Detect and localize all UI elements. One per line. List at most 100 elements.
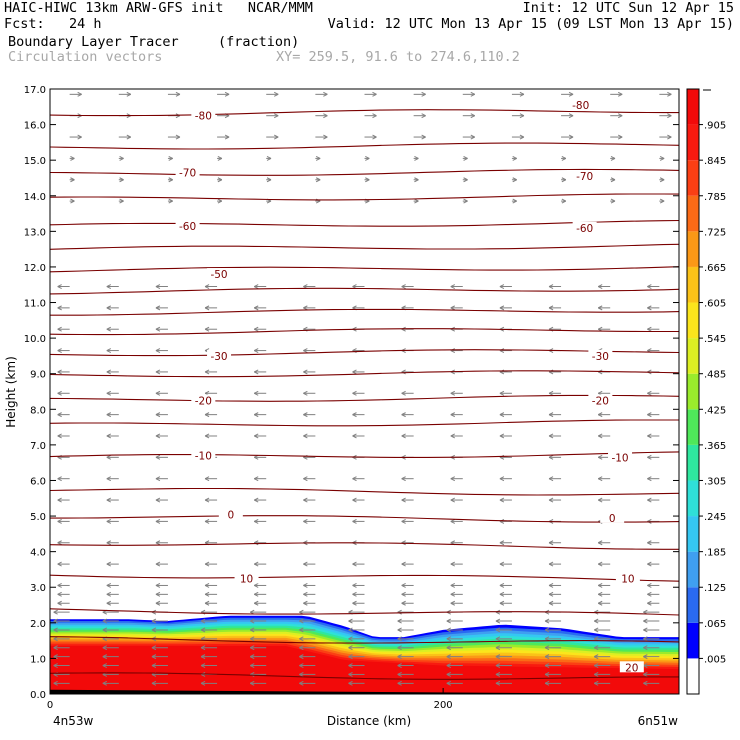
wind-vector-head <box>200 663 206 668</box>
wind-vector-head <box>450 476 456 482</box>
contour-label: 0 <box>227 509 234 521</box>
temperature-contour <box>50 266 679 273</box>
colorbar-segment <box>687 89 699 125</box>
wind-vector-head <box>303 369 308 375</box>
wind-vector-head <box>544 654 550 660</box>
wind-vector-head <box>53 627 58 633</box>
wind-vector-head <box>548 540 554 546</box>
wind-vector-head <box>544 663 550 668</box>
colorbar-segment <box>687 373 699 410</box>
wind-vector-head <box>597 284 603 289</box>
wind-vector-head <box>397 663 402 668</box>
wind-vector-head <box>544 671 550 677</box>
wind-vector-head <box>151 680 157 686</box>
contour-label-bg <box>615 572 640 584</box>
wind-vector-head <box>446 645 452 651</box>
contour-label-bg <box>175 166 200 178</box>
y-tick-label: 9.0 <box>30 370 46 381</box>
wind-vector-head <box>151 663 157 668</box>
wind-vector-head <box>495 627 501 633</box>
y-tick-label: 13.0 <box>24 227 46 238</box>
wind-vector-head <box>155 476 161 482</box>
colorbar-label: .725 <box>704 227 726 238</box>
colorbar-frame <box>686 88 700 695</box>
colorbar-label: .245 <box>704 512 726 523</box>
wind-vector-head <box>204 326 210 332</box>
wind-vector-head <box>365 177 370 183</box>
wind-vector-head <box>253 561 259 567</box>
wind-vector-head <box>57 433 62 439</box>
wind-vector-head <box>348 645 353 651</box>
wind-vector-head <box>450 497 456 503</box>
x-right-endpoint: 6n51w <box>638 714 679 728</box>
wind-vector-head <box>249 627 255 633</box>
wind-vector-head <box>348 654 353 660</box>
wind-vector-head <box>548 412 554 418</box>
wind-vector-head <box>102 645 108 651</box>
wind-vector-head <box>463 198 468 204</box>
x-axis-label: Distance (km) <box>327 714 411 728</box>
colorbar-label: .185 <box>704 548 726 559</box>
wind-vector-head <box>299 654 304 660</box>
y-tick-label: 3.0 <box>30 583 46 594</box>
wind-vector-head <box>299 663 304 668</box>
wind-vector-head <box>348 636 353 642</box>
contour-label: -50 <box>210 269 227 281</box>
contour-label: -20 <box>592 395 609 407</box>
wind-vector-head <box>450 433 456 439</box>
colorbar-segment <box>687 195 699 232</box>
wind-vector-head <box>647 433 652 439</box>
wind-vector-head <box>57 390 62 396</box>
wind-vector-head <box>617 134 623 140</box>
wind-vector-head <box>204 369 210 375</box>
temperature-contour <box>50 308 679 316</box>
wind-vector-head <box>53 680 58 686</box>
wind-vector-head <box>57 305 62 311</box>
wind-vector-head <box>249 680 255 686</box>
wind-vector-head <box>643 671 648 677</box>
wind-vector-head <box>57 284 62 289</box>
wind-vector-head <box>548 305 554 311</box>
wind-vector-head <box>519 91 525 97</box>
wind-vector-head <box>303 600 308 606</box>
colorbar-label: .785 <box>704 192 726 203</box>
wind-vector-head <box>450 591 456 597</box>
wind-vector-head <box>70 198 75 204</box>
wind-vector-head <box>53 618 58 624</box>
wind-vector-head <box>299 636 304 642</box>
wind-vector-head <box>303 497 308 503</box>
wind-vector-head <box>667 134 672 140</box>
wind-vector-head <box>499 284 505 289</box>
wind-vector-head <box>463 177 468 183</box>
wind-vector-head <box>397 671 402 677</box>
wind-vector-head <box>348 671 353 677</box>
contour-label: -30 <box>210 351 227 363</box>
contour-label: -30 <box>592 351 609 363</box>
wind-vector-head <box>597 540 603 546</box>
wind-vector-head <box>421 113 426 119</box>
wind-vector-head <box>499 305 505 311</box>
wind-vector-head <box>647 561 652 567</box>
wind-vector-head <box>568 91 574 97</box>
wind-vector-head <box>647 600 652 606</box>
temperature-contour <box>50 168 679 176</box>
colorbar-segment <box>687 516 699 552</box>
contour-label: -10 <box>611 452 628 464</box>
wind-vector-head <box>643 645 648 651</box>
header-init-time: Init: 12 UTC Sun 12 Apr 15 <box>522 0 734 16</box>
wind-vector-head <box>323 113 328 119</box>
wind-vector-head <box>303 518 308 524</box>
wind-vector-head <box>597 305 603 311</box>
wind-vector-head <box>204 476 210 482</box>
contour-label: -70 <box>179 168 196 180</box>
wind-vector-head <box>204 412 210 418</box>
colorbar-segment <box>687 409 699 445</box>
temperature-contour <box>50 419 679 427</box>
wind-vector-head <box>647 540 652 546</box>
header-model-title: HAIC-HIWC 13km ARW-GFS init NCAR/MMM <box>4 0 313 16</box>
wind-vector-head <box>643 663 648 668</box>
wind-vector-head <box>470 134 476 140</box>
wind-vector-head <box>643 627 648 633</box>
colorbar-segment <box>687 622 699 659</box>
wind-vector-head <box>397 636 402 642</box>
